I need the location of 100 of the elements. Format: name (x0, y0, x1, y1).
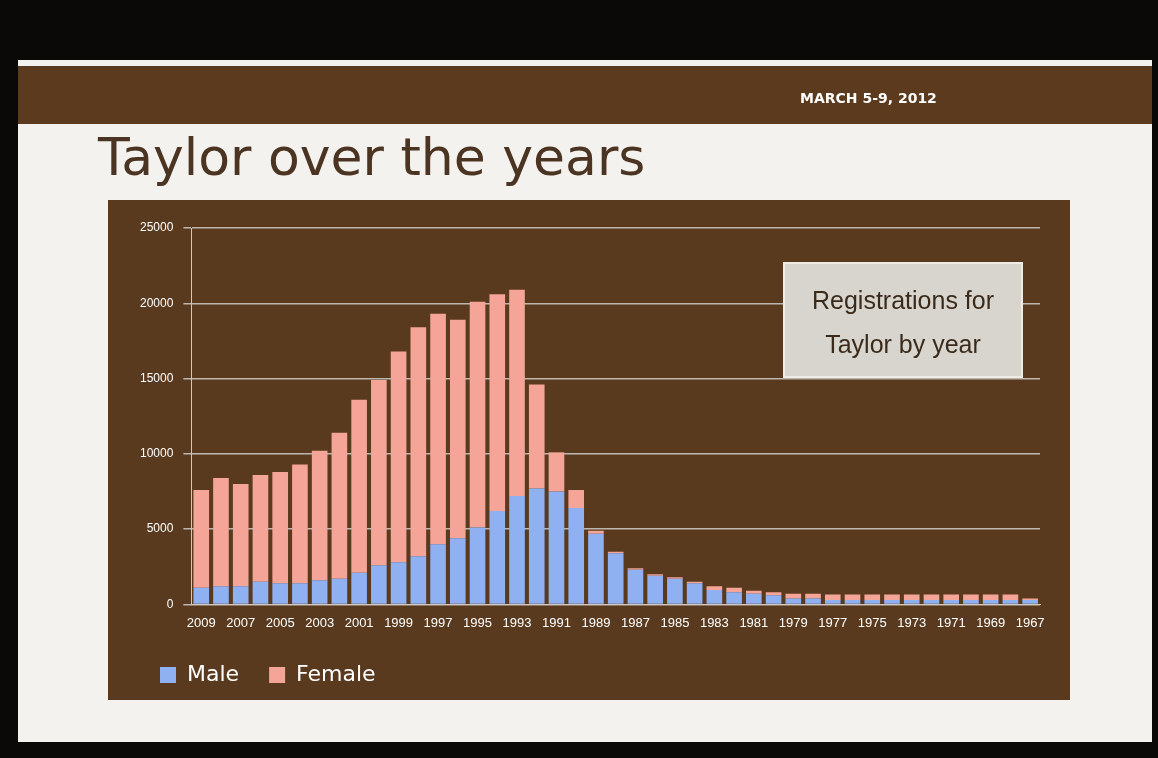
bar (923, 599, 940, 604)
x-tick-label: 1997 (423, 614, 453, 630)
bar (706, 590, 723, 604)
x-tick-label: 1989 (581, 614, 611, 630)
bar (390, 351, 407, 563)
bar (785, 593, 802, 599)
bar (864, 594, 881, 600)
bar (193, 489, 210, 588)
bar (232, 586, 249, 604)
bar (746, 593, 762, 604)
bar (647, 575, 663, 604)
bar (252, 474, 269, 582)
x-tick-label: 1993 (502, 614, 532, 630)
y-tick-label: 20000 (139, 295, 174, 310)
bar (607, 553, 624, 604)
x-tick-label: 1973 (897, 614, 927, 630)
x-tick-label: 2001 (344, 614, 374, 630)
bar (351, 572, 367, 604)
x-tick-label: 1969 (976, 614, 1006, 630)
bar (844, 599, 861, 604)
bar (449, 319, 466, 539)
bar (469, 527, 486, 604)
bar (943, 594, 960, 600)
bar (193, 587, 210, 604)
bar (1022, 599, 1038, 604)
bar (844, 594, 861, 600)
x-tick-label: 1971 (936, 614, 966, 630)
x-tick-label: 1985 (660, 614, 690, 630)
bar (252, 581, 269, 604)
bar (568, 489, 585, 509)
x-tick-label: 1977 (818, 614, 848, 630)
bar (371, 380, 387, 566)
bar (963, 594, 979, 600)
bar (726, 592, 742, 604)
bar (272, 583, 288, 604)
chart-title: Taylor over the years (98, 126, 646, 188)
bar (805, 593, 821, 599)
bar (706, 586, 723, 591)
x-tick-label: 1979 (778, 614, 808, 630)
bar (528, 488, 545, 604)
bar (213, 586, 229, 604)
bar (884, 594, 900, 600)
y-tick-label: 5000 (146, 521, 174, 536)
bar (331, 578, 348, 604)
bar (903, 599, 920, 604)
bar (272, 471, 288, 584)
bar (588, 530, 604, 534)
bar (627, 569, 644, 604)
x-tick-label: 1995 (463, 614, 492, 630)
x-tick-label: 1991 (542, 614, 571, 630)
bar (824, 594, 841, 600)
bar (982, 599, 999, 604)
bar (311, 450, 328, 581)
bar (726, 587, 742, 593)
x-tick-label: 1981 (739, 614, 769, 630)
x-tick-label: 1987 (620, 614, 650, 630)
text: MARCH 5-9, 2012 (800, 90, 937, 106)
bar (449, 538, 466, 604)
bar (667, 578, 683, 604)
legend-label: Female (296, 660, 376, 686)
bar (371, 565, 387, 604)
bar (430, 544, 446, 604)
bar (588, 533, 604, 604)
bar (943, 599, 960, 604)
bar (430, 313, 446, 545)
bar (765, 595, 782, 604)
x-tick-label: 2005 (265, 614, 295, 630)
bar (292, 464, 308, 584)
x-tick-label: 1967 (1015, 614, 1045, 630)
bar (548, 452, 565, 492)
bar (1002, 599, 1019, 604)
x-tick-label: 2009 (186, 614, 216, 630)
annotation: Registrations for Taylor by year (783, 262, 1023, 378)
bar (351, 399, 367, 573)
bar (1002, 594, 1019, 600)
bar (509, 289, 525, 496)
bar (805, 598, 821, 604)
bar (824, 599, 841, 604)
bar (864, 599, 881, 604)
bar (963, 599, 979, 604)
bar (509, 496, 525, 604)
y-tick-label: 15000 (139, 370, 174, 385)
bar (923, 594, 940, 600)
bar (489, 294, 506, 512)
legend-label: Male (187, 660, 240, 686)
bar (548, 491, 565, 604)
x-tick-label: 1975 (857, 614, 887, 630)
bar (785, 598, 802, 604)
bar (469, 301, 486, 528)
bar (884, 599, 900, 604)
x-tick-label: 2007 (226, 614, 256, 630)
bar (489, 511, 506, 604)
y-tick-label: 25000 (139, 220, 174, 235)
x-tick-label: 2003 (305, 614, 335, 630)
x-tick-label: 1999 (384, 614, 414, 630)
bar (213, 477, 229, 587)
bar (568, 508, 585, 604)
bar (528, 384, 545, 489)
bar (292, 583, 308, 604)
y-tick-label: 10000 (139, 446, 174, 461)
